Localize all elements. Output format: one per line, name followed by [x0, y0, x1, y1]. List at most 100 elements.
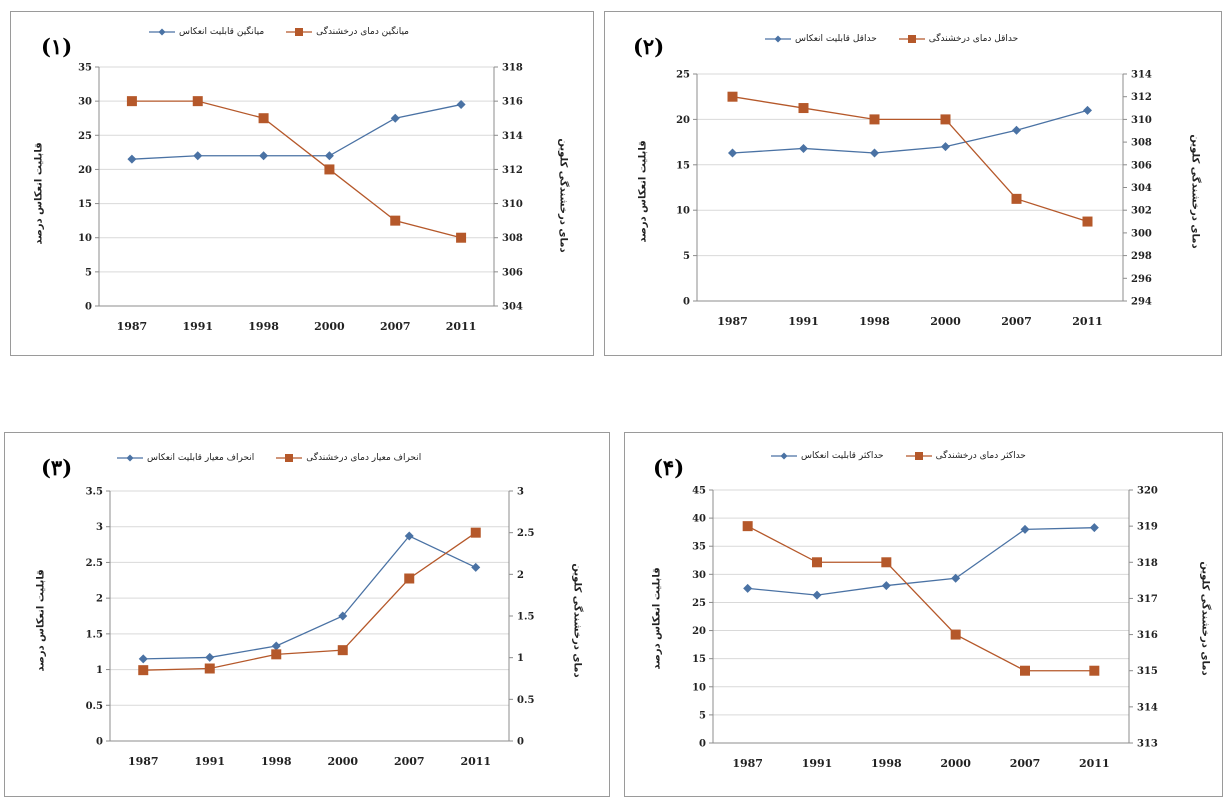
tick-label-right: 320: [1137, 486, 1158, 497]
tick-label-left: 30: [692, 570, 706, 581]
tick-label-left: 0.5: [86, 701, 103, 712]
data-point-diamond: [1089, 523, 1099, 533]
legend-label-1-1: میانگین دمای درخشندگی: [316, 27, 410, 37]
data-point-square: [742, 521, 753, 532]
data-point-square: [812, 557, 822, 568]
x-tick-label: 1998: [248, 320, 279, 333]
data-point-square: [1089, 665, 1100, 676]
data-point-diamond: [881, 581, 891, 591]
data-point-square: [470, 527, 481, 538]
tick-label-left: 0: [683, 297, 690, 308]
tick-label-right: 314: [1131, 70, 1152, 81]
tick-label-right: 314: [1137, 702, 1158, 713]
x-tick-label: 1998: [871, 757, 902, 770]
legend-3: انحراف معیار قابلیت انعکاس انحراف معیار …: [117, 453, 421, 463]
legend-label-4-1: حداکثر دمای درخشندگی: [935, 451, 1026, 461]
legend-item-1-0: میانگین قابلیت انعکاس: [149, 27, 264, 37]
tick-label-right: 308: [1131, 138, 1152, 149]
x-tick-label: 1998: [859, 315, 890, 328]
chart-plot-2: 0 5 10 15 20 25 294 296 298 300 302 304 306 308 310 312…: [676, 70, 1152, 329]
x-tick-label: 1991: [802, 757, 833, 770]
legend-label-2-0: حداقل قابلیت انعکاس: [795, 34, 877, 44]
x-tick-label: 2007: [1001, 315, 1032, 328]
legend-diamond-icon: [765, 35, 791, 43]
panel-label-3: (۳): [41, 455, 73, 480]
tick-label-left: 45: [692, 486, 706, 497]
series-line-1: [747, 525, 1095, 672]
legend-label-3-1: انحراف معیار دمای درخشندگی: [306, 453, 422, 463]
data-point-square: [1011, 193, 1022, 204]
panel-label-4: (۴): [653, 455, 685, 480]
tick-label-right: 306: [502, 267, 523, 278]
x-tick-label: 1991: [182, 320, 213, 333]
chart-plot-3: 0 0.5 1 1.5 2 2.5 3 3.5 0 0.5 1 1.5 2 2.5 3 1987 1991 199…: [86, 487, 535, 769]
legend-item-2-0: حداقل قابلیت انعکاس: [765, 34, 877, 44]
data-point-square: [138, 665, 149, 676]
legend-square-icon: [276, 454, 303, 462]
legend-item-3-0: انحراف معیار قابلیت انعکاس: [117, 453, 254, 463]
legend-diamond-icon: [771, 452, 797, 460]
chart-panel-3: (۳) انحراف معیار قابلیت انعکاس انحراف مع…: [4, 432, 610, 797]
tick-label-right: 313: [1137, 739, 1158, 750]
data-point-square: [940, 114, 951, 125]
data-point-diamond: [259, 151, 269, 161]
series-line-0: [143, 535, 477, 660]
x-tick-label: 2011: [1079, 757, 1110, 770]
series-line-0: [747, 527, 1095, 596]
legend-label-2-1: حداقل دمای درخشندگی: [928, 34, 1019, 44]
tick-label-right: 3: [517, 487, 524, 498]
x-tick-label: 2000: [327, 755, 358, 768]
data-point-diamond: [271, 641, 281, 651]
chart-plot-1: 0 5 10 15 20 25 30 35 304 306 308 310 312 314 316 318 19…: [78, 63, 523, 334]
tick-label-right: 1.5: [517, 612, 534, 623]
tick-label-right: 308: [502, 233, 523, 244]
data-point-square: [271, 649, 282, 660]
x-tick-label: 1987: [717, 315, 748, 328]
legend-diamond-icon: [117, 454, 143, 462]
tick-label-left: 0: [85, 302, 92, 313]
tick-label-left: 0: [699, 739, 706, 750]
legend-item-4-1: حداکثر دمای درخشندگی: [905, 451, 1026, 461]
legend-4: حداکثر قابلیت انعکاس حداکثر دمای درخشندگ…: [771, 451, 1026, 461]
legend-square-icon: [898, 35, 925, 43]
x-tick-label: 1987: [128, 755, 159, 768]
chart-panel-2: (۲) حداقل قابلیت انعکاس حداقل دمای درخشن…: [604, 11, 1222, 356]
data-point-square: [192, 96, 203, 107]
x-tick-label: 1998: [261, 755, 292, 768]
series-line-1: [143, 532, 477, 671]
legend-label-4-0: حداکثر قابلیت انعکاس: [801, 451, 884, 461]
tick-label-right: 0: [517, 737, 524, 748]
data-point-diamond: [951, 573, 961, 583]
data-point-square: [798, 103, 809, 114]
x-tick-label: 2000: [314, 320, 345, 333]
tick-label-left: 5: [85, 267, 92, 278]
data-point-square: [258, 113, 269, 124]
data-point-diamond: [1083, 105, 1092, 115]
tick-label-right: 318: [1137, 558, 1158, 569]
data-point-square: [390, 215, 401, 226]
data-point-square: [324, 164, 335, 175]
tick-label-right: 310: [1131, 115, 1152, 126]
tick-label-right: 312: [502, 165, 523, 176]
x-tick-label: 1991: [194, 755, 225, 768]
tick-label-left: 2: [96, 594, 103, 605]
legend-2: حداقل قابلیت انعکاس حداقل دمای درخشندگی: [765, 34, 1018, 44]
x-tick-label: 1991: [788, 315, 819, 328]
tick-label-left: 20: [676, 115, 690, 126]
legend-square-icon: [286, 28, 313, 36]
tick-label-left: 35: [692, 542, 706, 553]
data-point-diamond: [799, 143, 808, 153]
tick-label-left: 25: [692, 598, 706, 609]
data-point-diamond: [193, 151, 203, 161]
data-point-diamond: [870, 148, 879, 158]
tick-label-left: 15: [78, 199, 92, 210]
series-line-1: [131, 100, 462, 239]
legend-item-2-1: حداقل دمای درخشندگی: [898, 34, 1019, 44]
data-point-square: [204, 663, 215, 674]
legend-square-icon: [905, 452, 932, 460]
data-point-square: [337, 645, 348, 656]
legend-item-1-1: میانگین دمای درخشندگی: [286, 27, 409, 37]
data-point-diamond: [1020, 524, 1030, 534]
data-point-diamond: [127, 154, 137, 164]
tick-label-right: 304: [1131, 183, 1152, 194]
